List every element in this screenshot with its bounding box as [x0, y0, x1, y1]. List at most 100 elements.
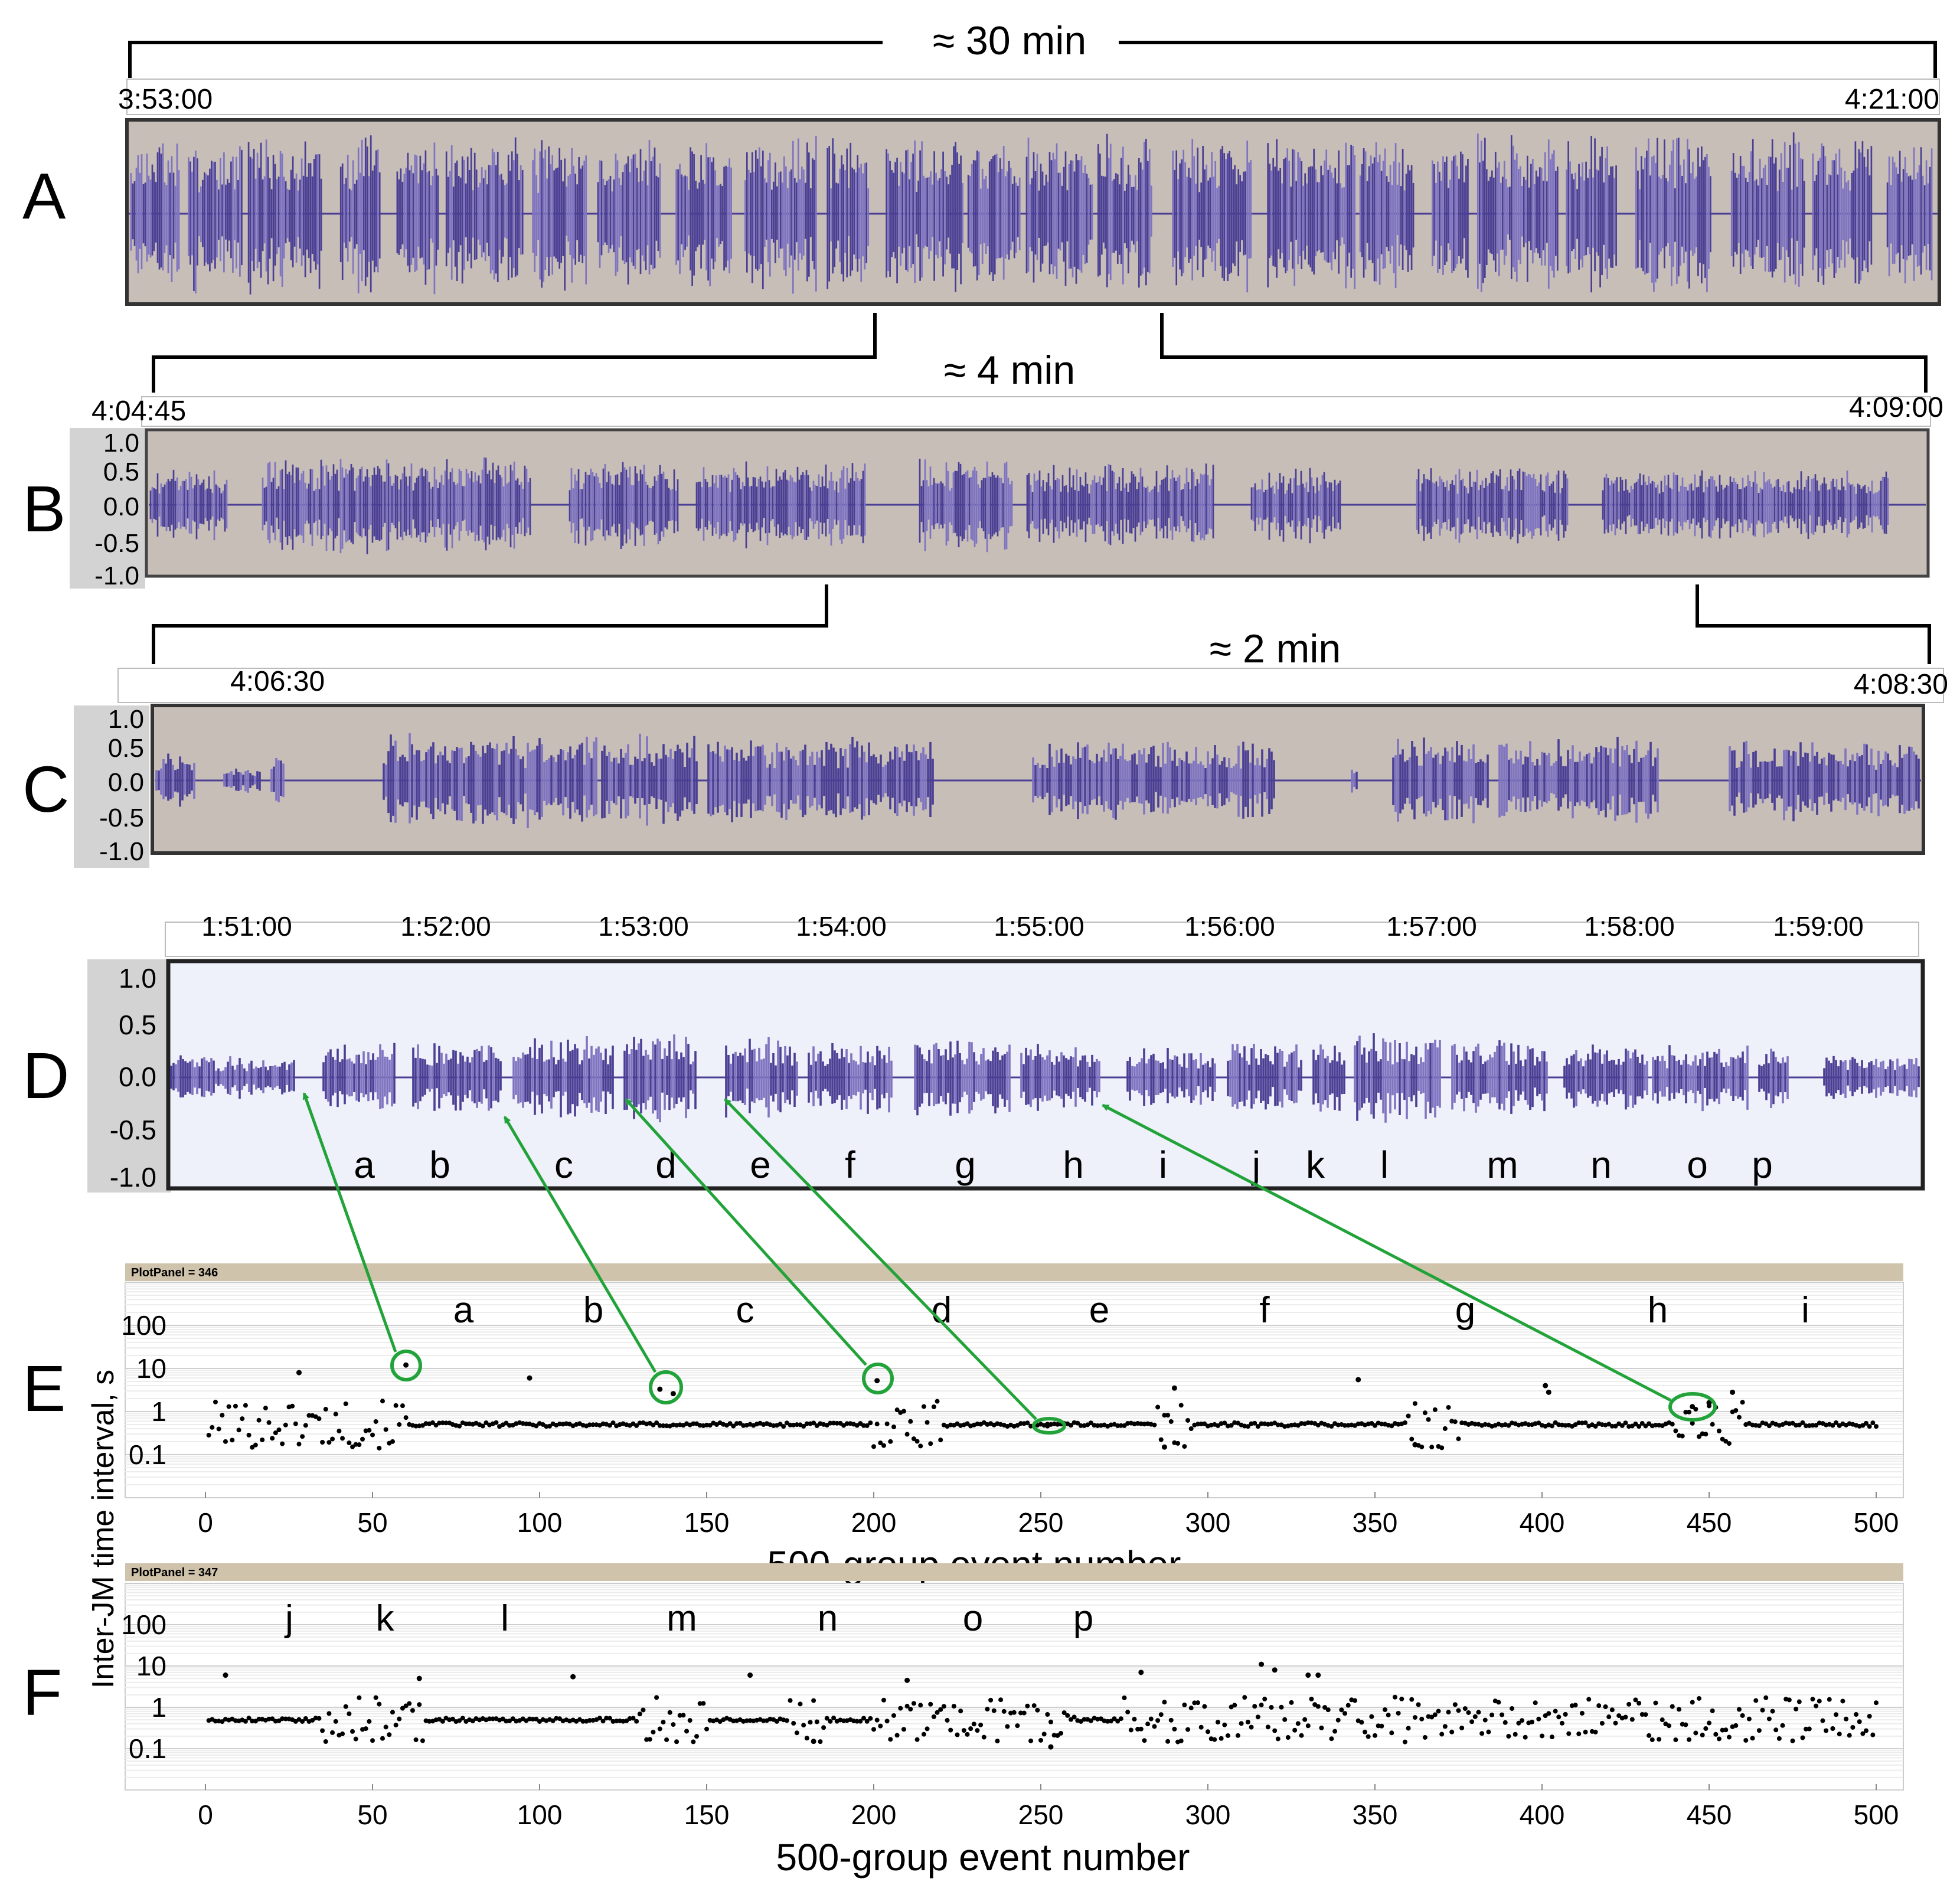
data-point: [1647, 1733, 1652, 1738]
data-point: [1065, 1713, 1070, 1718]
data-point: [978, 1722, 984, 1727]
data-point: [1786, 1697, 1792, 1703]
data-point: [1540, 1733, 1544, 1739]
data-point: [794, 1422, 799, 1427]
data-point: [647, 1737, 652, 1742]
panel-b-yticks: 1.0 0.5 0.0 -0.5 -1.0: [94, 429, 139, 590]
panel-e-letter-i: i: [1801, 1290, 1809, 1331]
data-point: [661, 1720, 666, 1725]
data-point: [1523, 1734, 1528, 1740]
data-point: [914, 1439, 920, 1444]
data-point: [1794, 1706, 1799, 1711]
panel-e-letter-c: c: [736, 1290, 754, 1331]
data-point: [1272, 1728, 1278, 1733]
data-point: [831, 1420, 837, 1426]
data-point: [1773, 1727, 1779, 1733]
x-tick-label: 100: [517, 1799, 563, 1830]
y-tick-label: 0.1: [129, 1439, 166, 1470]
data-point: [1001, 1708, 1007, 1714]
data-point: [657, 1423, 662, 1428]
data-point: [1553, 1708, 1558, 1714]
data-point: [981, 1734, 986, 1740]
data-point: [674, 1739, 680, 1745]
data-point: [1138, 1726, 1144, 1732]
data-point: [1363, 1729, 1368, 1734]
panel-f-points: [206, 1661, 1879, 1750]
data-point: [303, 1716, 308, 1721]
data-point: [1776, 1736, 1782, 1741]
data-point: [811, 1420, 816, 1426]
data-point: [1817, 1698, 1822, 1704]
data-point: [377, 1701, 382, 1707]
data-point: [1804, 1423, 1809, 1429]
data-point: [1479, 1731, 1485, 1736]
y-tick-label: 100: [121, 1609, 166, 1640]
data-point: [1496, 1700, 1501, 1705]
data-point: [1412, 1401, 1417, 1406]
data-point: [226, 1404, 231, 1409]
data-point: [1175, 1440, 1181, 1446]
data-point: [995, 1739, 1000, 1744]
data-point: [547, 1423, 552, 1429]
data-point: [1643, 1712, 1648, 1717]
data-point: [557, 1716, 562, 1721]
data-point: [801, 1723, 806, 1728]
data-point: [1025, 1420, 1030, 1426]
data-point: [868, 1420, 873, 1426]
data-point: [323, 1407, 328, 1412]
panel-d-letter-l: l: [1380, 1144, 1389, 1186]
data-point: [1041, 1732, 1047, 1737]
data-point: [273, 1430, 278, 1436]
data-point: [858, 1719, 863, 1724]
panel-e-letter-f: f: [1259, 1290, 1270, 1331]
data-point: [818, 1739, 823, 1745]
data-point: [504, 1719, 509, 1724]
panel-d-letter-o: o: [1687, 1144, 1708, 1186]
data-point: [1446, 1404, 1451, 1410]
data-point: [1740, 1400, 1745, 1405]
data-point: [1609, 1707, 1615, 1713]
notable-point: [296, 1370, 302, 1376]
data-point: [1252, 1704, 1257, 1709]
data-point: [814, 1423, 819, 1428]
x-tick-label: 200: [851, 1507, 897, 1538]
data-point: [1733, 1408, 1739, 1413]
data-point: [1670, 1704, 1675, 1709]
data-point: [1188, 1706, 1194, 1711]
data-point: [1172, 1726, 1177, 1732]
data-point: [1726, 1734, 1732, 1740]
x-tick-label: 500: [1854, 1507, 1899, 1538]
data-point: [988, 1697, 994, 1703]
data-point: [330, 1436, 335, 1442]
data-point: [1285, 1735, 1291, 1740]
data-point: [1710, 1422, 1715, 1427]
data-point: [430, 1420, 435, 1425]
data-point: [1513, 1732, 1518, 1737]
data-point: [1469, 1719, 1475, 1724]
data-point: [1305, 1723, 1311, 1729]
data-point: [1677, 1707, 1682, 1712]
notable-point: [1161, 1444, 1167, 1450]
data-point: [1743, 1737, 1749, 1743]
data-point: [1834, 1420, 1839, 1425]
data-point: [1382, 1707, 1387, 1712]
data-point: [316, 1716, 322, 1721]
data-point: [1279, 1704, 1284, 1710]
data-point: [1235, 1733, 1240, 1738]
data-point: [363, 1726, 368, 1732]
data-point: [1282, 1717, 1288, 1722]
notable-point: [1543, 1383, 1549, 1389]
data-point: [1212, 1737, 1217, 1742]
data-point: [1466, 1710, 1471, 1715]
data-point: [1510, 1706, 1515, 1711]
data-point: [243, 1719, 248, 1724]
wave-b-dark: [149, 458, 1887, 554]
data-point: [1369, 1421, 1374, 1426]
data-point: [1867, 1424, 1872, 1429]
annotation-circle-4: [1032, 1417, 1066, 1435]
data-point: [373, 1419, 378, 1424]
notable-point: [904, 1677, 910, 1683]
data-point: [794, 1730, 799, 1736]
data-point: [781, 1424, 786, 1429]
panel-b-ytick-1: 1.0: [103, 429, 139, 458]
